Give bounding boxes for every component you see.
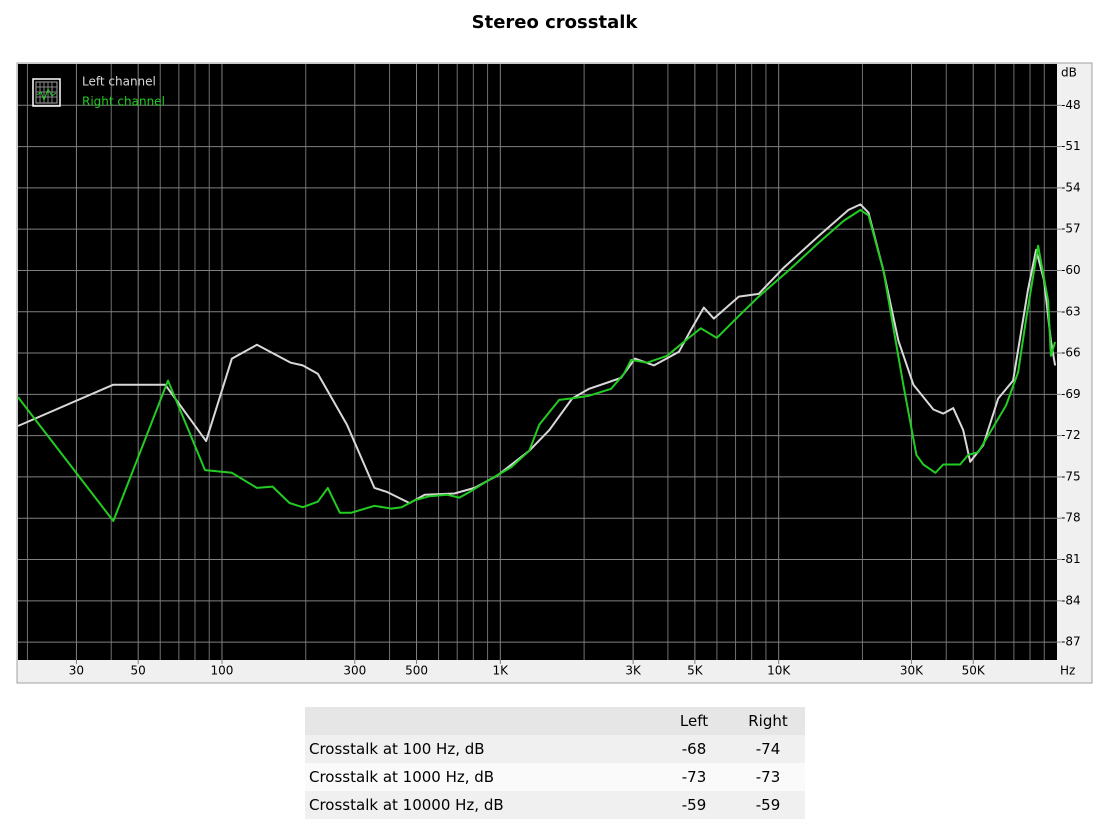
y-tick-label: -66 xyxy=(1061,346,1081,360)
cell: -68 xyxy=(657,735,731,763)
chart: Left channel Right channel 30 50 100 300 500 1… xyxy=(16,62,1093,684)
column-header: Left xyxy=(657,707,731,735)
x-tick-label: 100 xyxy=(211,664,234,678)
x-tick-label: 300 xyxy=(343,664,366,678)
chart-title: Stereo crosstalk xyxy=(471,12,638,33)
x-tick-label: 500 xyxy=(405,664,428,678)
y-tick-label: -81 xyxy=(1061,552,1081,566)
x-tick-label: 10K xyxy=(767,664,791,678)
y-tick-label: -75 xyxy=(1061,469,1081,483)
y-tick-label: -57 xyxy=(1061,222,1081,236)
results-table: Left Right Crosstalk at 100 Hz, dB -68 -74 … xyxy=(305,707,805,819)
y-tick-label: -69 xyxy=(1061,387,1081,401)
column-header: Right xyxy=(731,707,805,735)
y-tick-label: -51 xyxy=(1061,139,1081,153)
y-tick-label: -72 xyxy=(1061,428,1081,442)
lines xyxy=(17,203,1057,522)
row-label: Crosstalk at 10000 Hz, dB xyxy=(305,791,657,819)
cell: -73 xyxy=(731,763,805,791)
grid xyxy=(18,64,1057,660)
y-tick-label: -78 xyxy=(1061,511,1081,525)
x-axis-label: Hz xyxy=(1060,664,1075,678)
x-tick-label: 30 xyxy=(69,664,84,678)
cell: -59 xyxy=(657,791,731,819)
cell: -74 xyxy=(731,735,805,763)
y-tick-label: -63 xyxy=(1061,304,1081,318)
x-tick-label: 50 xyxy=(131,664,146,678)
y-tick-label: -54 xyxy=(1061,180,1081,194)
plot-area xyxy=(18,64,1057,660)
x-tick-label: 1K xyxy=(493,664,510,678)
cell: -73 xyxy=(657,763,731,791)
y-tick-label: -84 xyxy=(1061,593,1081,607)
y-axis-label: dB xyxy=(1061,66,1077,80)
cell: -59 xyxy=(731,791,805,819)
series-line xyxy=(17,208,1057,522)
legend-label: Right channel xyxy=(82,95,165,109)
legend-label: Left channel xyxy=(82,75,156,89)
legend: Left channel Right channel xyxy=(82,75,165,109)
row-label: Crosstalk at 1000 Hz, dB xyxy=(305,763,657,791)
y-tick-label: -60 xyxy=(1061,263,1081,277)
y-tick-label: -87 xyxy=(1061,635,1081,649)
row-label: Crosstalk at 100 Hz, dB xyxy=(305,735,657,763)
x-tick-label: 50K xyxy=(962,664,986,678)
x-tick-label: 5K xyxy=(687,664,704,678)
y-tick-label: -48 xyxy=(1061,98,1081,112)
legend-icon xyxy=(32,78,61,107)
x-tick-label: 3K xyxy=(625,664,642,678)
x-tick-label: 30K xyxy=(900,664,924,678)
